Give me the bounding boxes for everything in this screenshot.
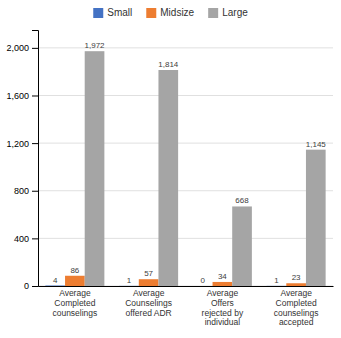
y-tick-label: 800 bbox=[14, 186, 29, 196]
y-tick-mark bbox=[32, 48, 38, 49]
data-label: 1 bbox=[127, 276, 132, 285]
x-tick-label-line: Completed bbox=[276, 298, 317, 308]
bar bbox=[158, 70, 178, 286]
bar bbox=[139, 279, 159, 286]
bar bbox=[193, 286, 213, 287]
data-label: 86 bbox=[70, 266, 79, 275]
legend-swatch bbox=[146, 8, 156, 18]
x-tick-label-line: counselings bbox=[52, 308, 97, 318]
bar-series bbox=[85, 51, 326, 286]
data-label: 0 bbox=[200, 276, 205, 285]
x-tick-label: AverageCounselingsoffered ADR bbox=[125, 288, 172, 318]
chart: 04008001,2001,6002,000AverageCompletedco… bbox=[0, 0, 341, 338]
legend-item: Midsize bbox=[146, 7, 194, 18]
y-axis: 0 400 800 1,200 1,600 2,000 bbox=[6, 31, 38, 292]
legend-swatch bbox=[208, 8, 218, 18]
bar bbox=[232, 206, 252, 286]
data-label: 34 bbox=[218, 272, 227, 281]
bar bbox=[267, 285, 287, 286]
x-tick-label: AverageCompletedcounselings bbox=[52, 288, 97, 318]
x-tick-label-line: accepted bbox=[279, 317, 314, 327]
x-tick-label-line: Average bbox=[59, 288, 91, 298]
x-tick-label-line: individual bbox=[205, 317, 241, 327]
x-tick: AverageCompletedcounselingsaccepted bbox=[274, 288, 319, 327]
x-tick-label-line: Offers bbox=[211, 298, 234, 308]
data-labels: 4 1 0 1 86 57 34 23 1,972 1,814 668 1,145 bbox=[53, 41, 326, 285]
x-tick-label-line: Average bbox=[133, 288, 165, 298]
data-label: 23 bbox=[292, 273, 301, 282]
y-tick: 0 bbox=[24, 281, 38, 291]
data-label: 57 bbox=[144, 269, 153, 278]
bar bbox=[306, 150, 326, 286]
y-tick: 400 bbox=[14, 234, 38, 244]
y-tick: 1,200 bbox=[6, 138, 38, 148]
bar bbox=[85, 51, 105, 286]
x-axis: AverageCompletedcounselingsAverageCounse… bbox=[39, 287, 334, 328]
x-tick-label-line: offered ADR bbox=[126, 308, 172, 318]
y-tick-mark bbox=[32, 191, 38, 192]
x-tick: AverageCounselingsoffered ADR bbox=[125, 288, 172, 318]
y-tick-label: 1,600 bbox=[6, 91, 29, 101]
y-tick: 800 bbox=[14, 186, 38, 196]
y-tick-label: 1,200 bbox=[6, 138, 29, 148]
x-tick-label: AverageOffersrejected byindividual bbox=[202, 288, 244, 327]
grid-line bbox=[38, 47, 333, 48]
x-tick-label-line: Average bbox=[207, 288, 239, 298]
legend-label: Midsize bbox=[160, 7, 194, 18]
legend-item: Large bbox=[208, 7, 248, 18]
data-label: 668 bbox=[235, 196, 249, 205]
data-label: 1,972 bbox=[85, 41, 106, 50]
x-tick: AverageOffersrejected byindividual bbox=[202, 288, 244, 327]
bar bbox=[45, 285, 65, 286]
y-tick-label: 0 bbox=[24, 281, 29, 291]
bar bbox=[213, 282, 233, 286]
data-label: 4 bbox=[53, 276, 58, 285]
y-tick-label: 400 bbox=[14, 234, 29, 244]
legend: Small Midsize Large bbox=[93, 7, 248, 18]
grid-line bbox=[38, 190, 333, 191]
x-tick-label: AverageCompletedcounselingsaccepted bbox=[274, 288, 319, 327]
x-tick-label-line: Completed bbox=[54, 298, 95, 308]
bar bbox=[119, 285, 139, 286]
grid-line bbox=[38, 238, 333, 239]
legend-item: Small bbox=[93, 7, 132, 18]
y-tick-label: 2,000 bbox=[6, 43, 29, 53]
legend-swatch bbox=[93, 8, 103, 18]
bar bbox=[65, 276, 85, 286]
y-tick: 1,600 bbox=[6, 91, 38, 101]
bars bbox=[45, 51, 325, 286]
grid-line bbox=[38, 143, 333, 144]
x-axis-line bbox=[39, 286, 334, 287]
grid bbox=[38, 48, 333, 286]
y-tick-mark bbox=[32, 286, 38, 287]
data-label: 1,145 bbox=[306, 140, 327, 149]
x-tick-label-line: Counselings bbox=[125, 298, 172, 308]
y-tick: 2,000 bbox=[6, 43, 38, 53]
plot: 04008001,2001,6002,000AverageCompletedco… bbox=[6, 31, 333, 328]
x-tick: AverageCompletedcounselings bbox=[52, 288, 97, 318]
legend-label: Small bbox=[107, 7, 132, 18]
bar bbox=[286, 283, 306, 286]
y-tick-mark bbox=[32, 238, 38, 239]
x-tick-label-line: Average bbox=[280, 288, 312, 298]
y-tick-mark bbox=[32, 143, 38, 144]
legend-label: Large bbox=[222, 7, 248, 18]
y-tick-mark bbox=[32, 95, 38, 96]
x-tick-label-line: counselings bbox=[274, 308, 319, 318]
y-axis-line bbox=[32, 31, 39, 287]
x-tick-label-line: rejected by bbox=[202, 308, 244, 318]
data-label: 1,814 bbox=[158, 60, 179, 69]
grid-line bbox=[38, 95, 333, 96]
data-label: 1 bbox=[274, 276, 279, 285]
